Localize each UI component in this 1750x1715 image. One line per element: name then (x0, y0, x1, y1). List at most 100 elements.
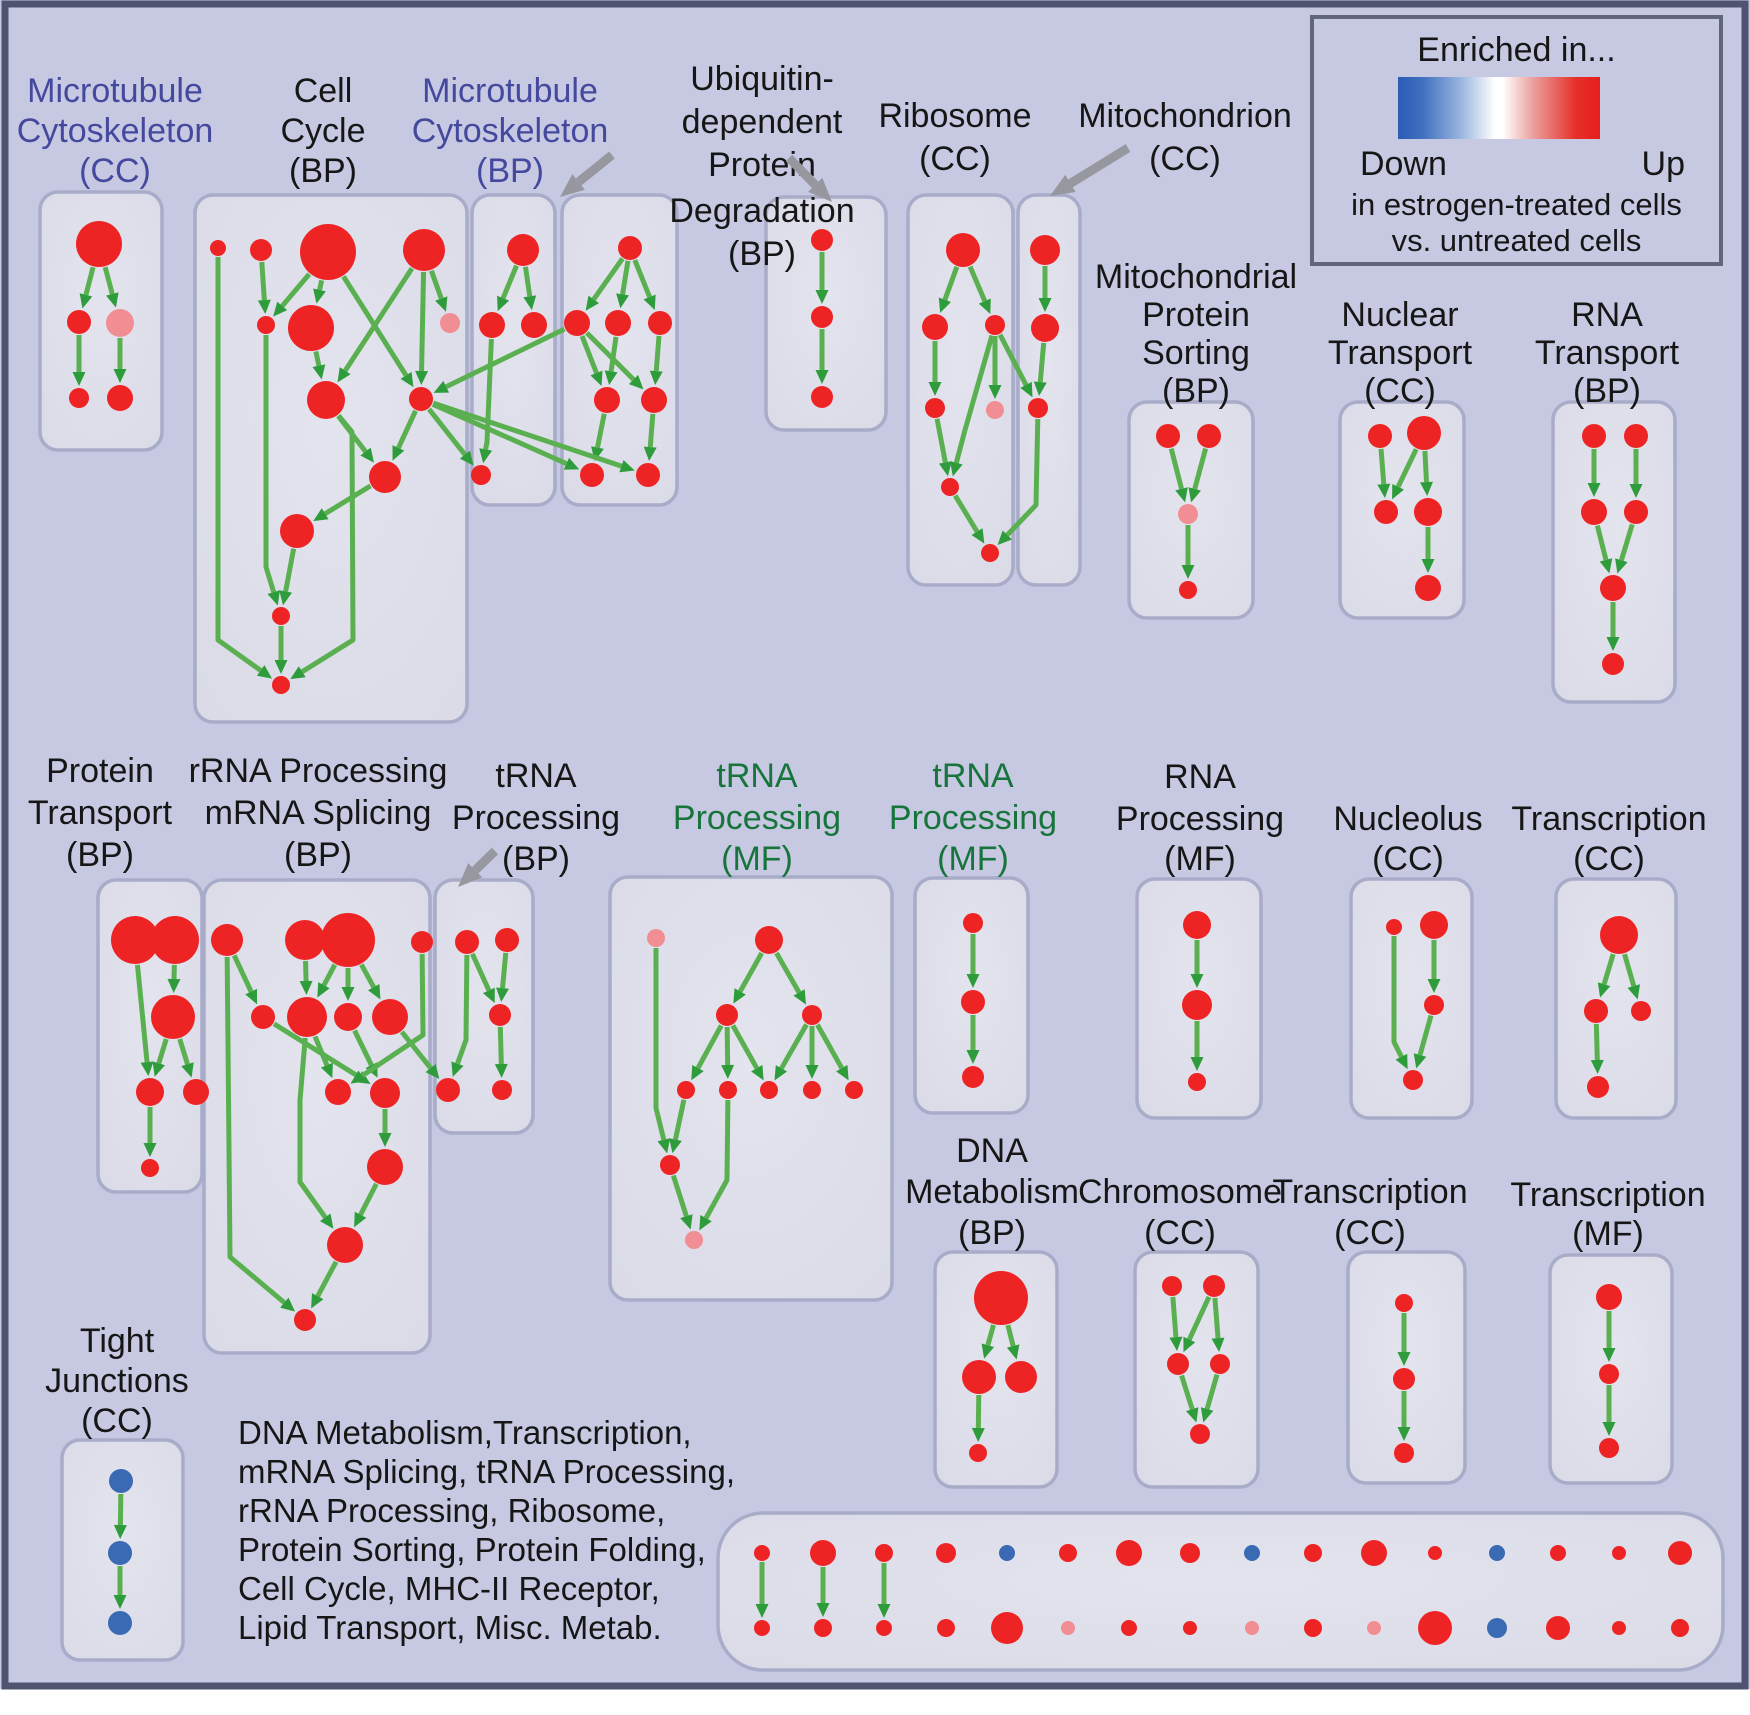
edge-p3-p6-arrowhead (721, 1064, 735, 1080)
edge-u2-u6-arrowhead (628, 374, 644, 390)
node-j3 (151, 995, 195, 1039)
cluster-label-transcription-cc3: Transcription (CC) (1272, 1173, 1467, 1252)
node-bt2 (875, 1544, 893, 1562)
edge-s1-s2 (1601, 953, 1616, 985)
cluster-label-trna-bp: tRNA Processing (BP) (452, 757, 620, 878)
node-bt4 (999, 1545, 1015, 1561)
node-v3 (1394, 1443, 1414, 1463)
node-q1 (1386, 919, 1402, 935)
edge-a1-a3-arrowhead (106, 292, 119, 308)
node-c9 (409, 387, 433, 411)
node-b3 (108, 1611, 132, 1635)
edge-s1-s3-arrowhead (1627, 984, 1641, 1000)
node-bt15 (1668, 1541, 1692, 1565)
cross-edge-r3-m3 (997, 333, 1029, 387)
node-o2 (1182, 990, 1212, 1020)
node-bt6 (1116, 1540, 1142, 1566)
edge-p4-p7-arrowhead (774, 1065, 788, 1081)
cluster-label-microtubule-cc: Microtubule Cytoskeleton (CC) (17, 72, 214, 190)
annotation-line: Protein Sorting, Protein Folding, (238, 1531, 706, 1568)
cluster-box-rna-transport (1551, 400, 1677, 704)
edge-i2-i4-arrowhead (1629, 484, 1643, 498)
node-t2 (495, 928, 519, 952)
edge-n2-n3-arrowhead (966, 1050, 980, 1064)
edge-k4-k9 (360, 953, 426, 1078)
cluster-label-line: Processing (452, 799, 620, 837)
edge-bottom-col2-arrowhead (816, 1603, 830, 1617)
edge-a2-a4-arrowhead (72, 372, 86, 386)
edge-p1-p10-arrowhead (657, 1138, 671, 1154)
node-m3 (1028, 398, 1048, 418)
node-e1 (974, 1271, 1028, 1325)
node-a3 (106, 309, 134, 337)
cluster-label-mitochondrion: Mitochondrion (CC) (1078, 97, 1292, 178)
annotation-line: Lipid Transport, Misc. Metab. (238, 1609, 662, 1646)
label-pointer-arrow-1 (575, 151, 615, 186)
node-u1 (618, 236, 642, 260)
edge-k6-k12 (297, 1037, 328, 1219)
node-f4 (1210, 1354, 1230, 1374)
node-mb2 (479, 312, 505, 338)
cross-edge-c9-u7 (431, 401, 568, 466)
node-bt12 (1489, 1545, 1505, 1561)
cluster-label-line: Microtubule (422, 72, 598, 110)
edge-j1-j4 (134, 964, 150, 1063)
edge-c5-c12-arrowhead (267, 590, 280, 606)
cluster-label-line: Ubiquitin- (690, 60, 834, 98)
edge-p4-p7 (779, 1023, 809, 1070)
cross-edge-c9-mb4 (427, 407, 467, 457)
edge-w2-w3-arrowhead (1602, 1422, 1616, 1436)
edge-r1-r3 (967, 265, 988, 303)
cluster-label-line: Metabolism (905, 1173, 1079, 1211)
node-r1 (946, 233, 980, 267)
edge-u1-u3-arrowhead (616, 293, 630, 309)
node-v1 (1395, 1294, 1413, 1312)
node-c5 (257, 316, 275, 334)
edge-f2-f3-arrowhead (1183, 1336, 1196, 1353)
cluster-label-line: Mitochondrial (1095, 258, 1297, 296)
edge-u2-u5 (579, 335, 599, 374)
edge-j4-j6-arrowhead (143, 1143, 157, 1157)
cluster-label-line: (CC) (1573, 840, 1645, 878)
node-j4 (136, 1078, 164, 1106)
node-i6 (1602, 653, 1624, 675)
edge-j3-j4 (156, 1038, 169, 1065)
edge-k3-k6 (321, 963, 338, 987)
node-bt5 (1059, 1544, 1077, 1562)
node-p1 (647, 929, 665, 947)
edge-t1-t3-arrowhead (482, 987, 495, 1004)
cluster-label-rrna-mrna: rRNA Processing mRNA Splicing (BP) (189, 752, 448, 874)
edge-q1-q4 (1391, 936, 1404, 1058)
edge-r1-r3-arrowhead (978, 298, 991, 314)
cluster-label-trna-mf-small: tRNA Processing (MF) (889, 757, 1057, 878)
edge-mb1-mb2 (500, 264, 519, 300)
cluster-label-line: Transcription (1510, 1176, 1705, 1214)
cluster-label-line: Processing (889, 799, 1057, 837)
edge-p6-p11-arrowhead (699, 1214, 712, 1231)
node-c2 (250, 239, 272, 261)
node-bb10 (1367, 1621, 1381, 1635)
node-c4 (403, 229, 445, 271)
cluster-label-line: Processing (673, 799, 841, 837)
node-k5 (251, 1005, 275, 1029)
edge-q3-q4 (1417, 1014, 1434, 1056)
annotation-line: rRNA Processing, Ribosome, (238, 1492, 666, 1529)
cluster-label-line: Processing (1116, 800, 1284, 838)
node-mb3 (521, 312, 547, 338)
edge-h1-h3 (1378, 448, 1387, 485)
cluster-label-line: Cell (294, 72, 353, 110)
edge-c3-c6-arrowhead (313, 288, 326, 304)
edge-c10-c11-arrowhead (313, 508, 329, 522)
edge-k12-k13-arrowhead (311, 1293, 324, 1309)
edge-c11-c12 (283, 548, 297, 592)
edge-f2-f4-arrowhead (1211, 1337, 1225, 1353)
node-bb2 (876, 1620, 892, 1636)
node-q4 (1403, 1070, 1423, 1090)
cluster-box-microtubule-bp (470, 193, 557, 507)
node-f3 (1167, 1353, 1189, 1375)
cross-edge-r3-m3-arrowhead (1020, 381, 1033, 398)
edge-g2-g3-arrowhead (1188, 487, 1202, 503)
legend-down-label: Down (1360, 145, 1447, 183)
edge-j1-j4-arrowhead (140, 1061, 154, 1077)
